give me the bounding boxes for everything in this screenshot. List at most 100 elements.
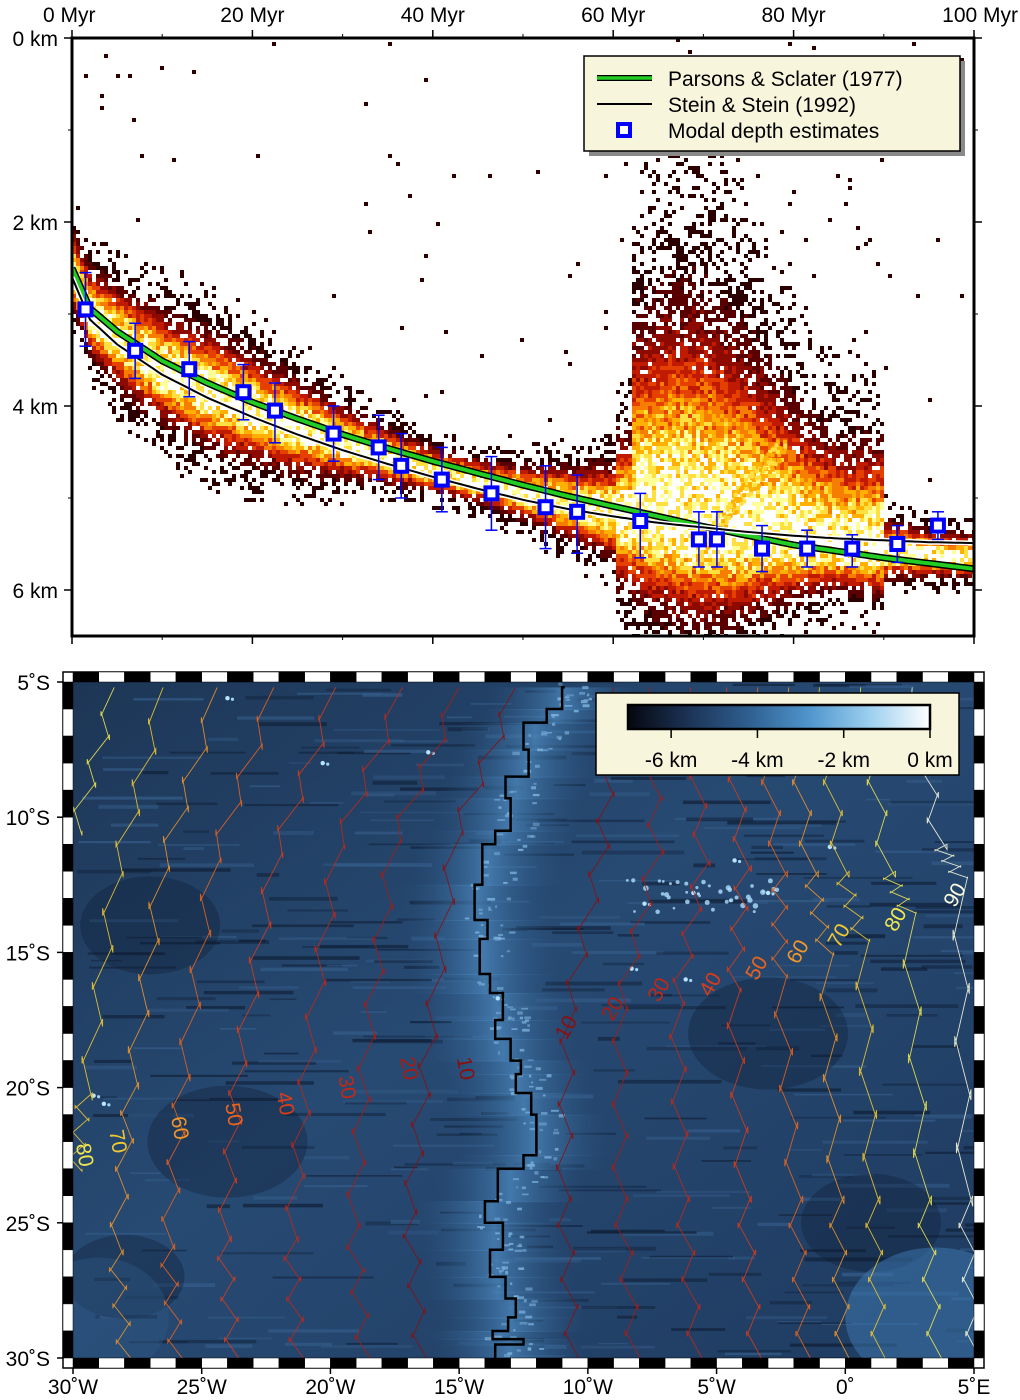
density-cell	[96, 350, 100, 354]
density-cell	[676, 334, 680, 338]
density-cell	[240, 338, 244, 342]
density-cell	[300, 466, 304, 470]
density-cell	[644, 494, 648, 498]
density-cell	[692, 602, 696, 606]
density-cell	[252, 434, 256, 438]
density-cell	[556, 554, 560, 558]
density-cell	[188, 422, 192, 426]
density-cell	[648, 206, 652, 210]
density-cell	[632, 606, 636, 610]
density-cell	[680, 530, 684, 534]
density-cell	[540, 522, 544, 526]
density-cell	[172, 294, 176, 298]
density-cell	[96, 338, 100, 342]
density-cell	[148, 334, 152, 338]
density-cell	[308, 482, 312, 486]
density-cell	[692, 514, 696, 518]
density-cell	[176, 406, 180, 410]
density-cell	[560, 482, 564, 486]
density-cell	[664, 470, 668, 474]
density-cell	[616, 438, 620, 442]
density-cell	[432, 446, 436, 450]
density-cell	[324, 410, 328, 414]
density-cell	[552, 498, 556, 502]
density-cell	[588, 526, 592, 530]
density-cell	[604, 510, 608, 514]
density-cell	[692, 546, 696, 550]
density-cell	[648, 474, 652, 478]
density-cell	[668, 562, 672, 566]
density-cell	[200, 354, 204, 358]
density-cell	[500, 506, 504, 510]
density-cell	[652, 350, 656, 354]
density-cell	[132, 414, 136, 418]
density-cell	[112, 398, 116, 402]
density-cell	[232, 478, 236, 482]
density-cell	[192, 402, 196, 406]
density-cell	[620, 470, 624, 474]
density-cell	[556, 538, 560, 542]
density-cell	[648, 482, 652, 486]
density-cell	[684, 334, 688, 338]
density-cell	[672, 526, 676, 530]
density-cell	[472, 458, 476, 462]
density-cell	[672, 346, 676, 350]
density-cell	[388, 458, 392, 462]
density-cell	[600, 574, 604, 578]
density-cell	[520, 474, 524, 478]
density-cell	[684, 382, 688, 386]
density-cell	[136, 326, 140, 330]
density-cell	[680, 350, 684, 354]
density-cell	[488, 466, 492, 470]
density-cell	[260, 374, 264, 378]
density-cell	[316, 402, 320, 406]
density-cell	[660, 478, 664, 482]
density-cell	[316, 378, 320, 382]
density-cell	[100, 382, 104, 386]
density-cell	[428, 486, 432, 490]
density-cell	[560, 498, 564, 502]
density-cell	[260, 342, 264, 346]
density-cell	[624, 446, 628, 450]
density-cell	[152, 338, 156, 342]
density-cell	[620, 510, 624, 514]
density-cell	[404, 478, 408, 482]
density-cell	[676, 542, 680, 546]
density-cell	[204, 326, 208, 330]
density-cell	[672, 502, 676, 506]
density-cell	[348, 394, 352, 398]
density-cell	[268, 470, 272, 474]
density-cell	[640, 534, 644, 538]
density-cell	[192, 454, 196, 458]
density-cell	[164, 398, 168, 402]
density-cell	[676, 594, 680, 598]
density-cell	[268, 370, 272, 374]
density-cell	[660, 622, 664, 626]
density-cell	[280, 418, 284, 422]
density-cell	[632, 394, 636, 398]
density-cell	[212, 482, 216, 486]
density-cell	[172, 370, 176, 374]
density-cell	[528, 490, 532, 494]
density-cell	[420, 478, 424, 482]
density-cell	[508, 470, 512, 474]
density-cell	[224, 442, 228, 446]
density-cell	[592, 466, 596, 470]
density-cell	[504, 462, 508, 466]
density-cell	[652, 498, 656, 502]
density-cell	[392, 482, 396, 486]
density-cell	[328, 466, 332, 470]
density-cell	[172, 334, 176, 338]
density-cell	[496, 506, 500, 510]
density-cell	[372, 454, 376, 458]
density-cell	[212, 406, 216, 410]
density-cell	[648, 402, 652, 406]
density-cell	[556, 542, 560, 546]
density-cell	[568, 482, 572, 486]
density-cell	[252, 446, 256, 450]
density-cell	[208, 370, 212, 374]
density-cell	[88, 258, 92, 262]
density-cell	[416, 482, 420, 486]
density-cell	[624, 498, 628, 502]
density-cell	[656, 534, 660, 538]
